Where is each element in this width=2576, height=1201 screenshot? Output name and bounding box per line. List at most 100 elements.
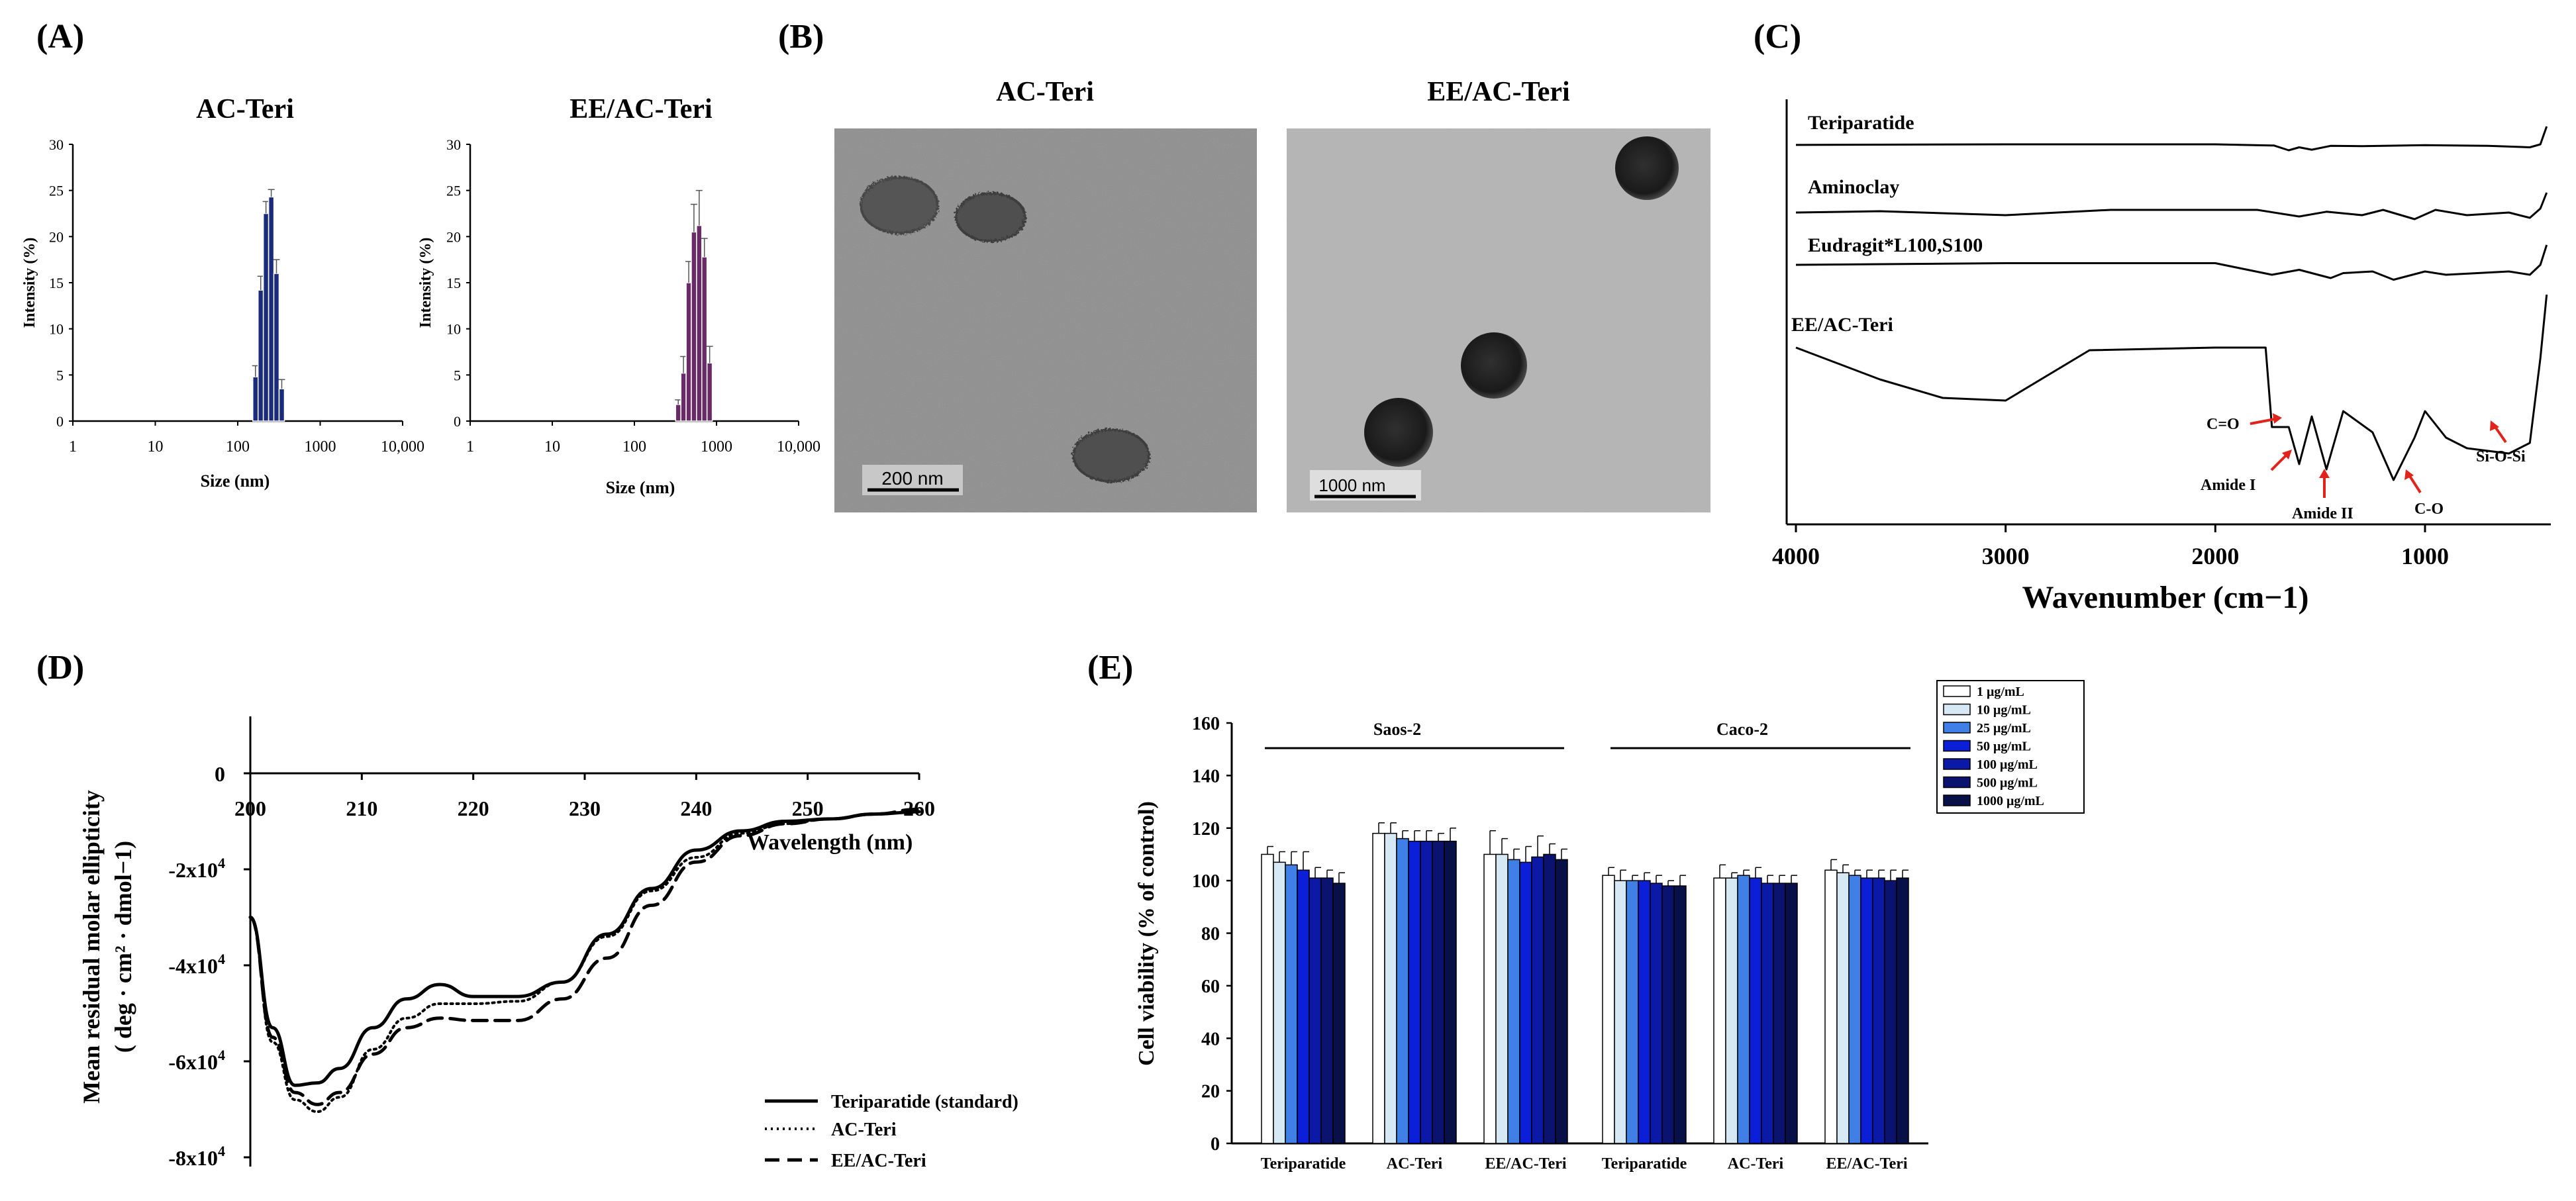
dls-ee-ac-teri-bars: [466, 144, 799, 426]
legend-label: 50 μg/mL: [1977, 740, 2031, 754]
legend-swatch: [1943, 685, 1971, 697]
legend-label: 500 μg/mL: [1977, 776, 2038, 791]
viability-legend: 1 μg/mL 10 μg/mL 25 μg/mL 50 μg/mL 100 μ…: [1936, 680, 2085, 814]
y-tick-label: 120: [1192, 819, 1220, 840]
x-tick-label: 1000: [305, 438, 336, 456]
y-tick-label: 20: [49, 228, 64, 245]
viability-bar: [1896, 877, 1909, 1144]
tem-ac-teri-image: 200 nm: [834, 128, 1257, 512]
x-tick-label: 100: [226, 438, 250, 456]
panel-e-label: (E): [1087, 649, 1133, 687]
dls-ac-teri-x-label: Size (nm): [201, 471, 270, 491]
viability-bar: [1495, 853, 1509, 1144]
viability-bar: [1614, 880, 1627, 1144]
ftir-trace-line: [1795, 244, 2548, 281]
dls-ee-ac-teri-y-ticks: 0 5 10 15 20 25 30: [446, 136, 461, 430]
category-label: AC-Teri: [1728, 1155, 1784, 1173]
viability-bar: [1285, 864, 1298, 1144]
dls-ee-ac-teri-y-label: Intensity (%): [417, 238, 434, 328]
arrow-icon: [2407, 473, 2422, 494]
viability-bar: [1555, 859, 1568, 1144]
dls-ac-teri-title: AC-Teri: [196, 94, 294, 124]
ftir-annotation: Amide II: [2292, 505, 2353, 522]
panel-b: (B) AC-Teri EE/AC-Teri: [778, 18, 1710, 512]
y-tick-label: 10: [49, 321, 64, 338]
arrow-icon: [2282, 450, 2292, 459]
histogram-bar: [706, 362, 713, 422]
x-tick-label: 100: [622, 438, 646, 456]
y-tick-label: 15: [446, 275, 461, 291]
viability-bar: [1824, 869, 1838, 1144]
cd-y-label-line2: ( deg · cm² · dmol−1): [110, 841, 136, 1053]
x-tick-label: 240: [680, 796, 712, 820]
viability-bar: [1749, 877, 1762, 1144]
legend-label: EE/AC-Teri: [831, 1151, 926, 1171]
ftir-trace-label: Teriparatide: [1808, 112, 1914, 134]
cd-y-label-line1: Mean residual molar ellipticity: [78, 790, 105, 1104]
y-tick-label: 0: [56, 413, 64, 430]
viability-bar: [1785, 883, 1798, 1144]
viability-bar: [1661, 885, 1675, 1144]
x-tick-label: 10: [544, 438, 560, 456]
viability-bar: [1320, 877, 1334, 1144]
x-tick-label: 1000: [2401, 543, 2449, 569]
x-tick-label: 1: [69, 438, 77, 456]
viability-bar: [1332, 883, 1346, 1144]
viability-bar: [1602, 875, 1615, 1144]
tem-particle: [1364, 398, 1433, 467]
viability-bar: [1761, 883, 1774, 1144]
viability-bar: [1396, 838, 1409, 1144]
y-tick-label: 30: [446, 136, 461, 153]
x-tick-label: 10,000: [381, 438, 424, 456]
ftir-x-ticks: 4000 3000 2000 1000: [1772, 543, 2449, 569]
viability-bar: [1638, 880, 1651, 1144]
panel-a-label: (A): [36, 18, 84, 56]
viability-bar: [1543, 853, 1556, 1144]
y-tick-label: 25: [49, 183, 64, 199]
arrow-icon: [2250, 417, 2279, 425]
y-tick-label: 140: [1192, 766, 1220, 787]
legend-label: 10 μg/mL: [1977, 703, 2031, 718]
legend-swatch: [1943, 703, 1971, 716]
viability-bar: [1261, 853, 1274, 1144]
dls-ee-ac-teri-title: EE/AC-Teri: [570, 94, 713, 124]
viability-bar: [1773, 883, 1786, 1144]
dls-ee-ac-teri-chart: EE/AC-Teri 0 5 10 15 20 25 30 1 10 100 1…: [417, 94, 820, 497]
viability-bar: [1848, 875, 1861, 1144]
category-label: Teriparatide: [1261, 1155, 1346, 1173]
x-tick-label: 1000: [701, 438, 732, 456]
legend-swatch: [1943, 758, 1971, 770]
y-tick-label: 25: [446, 183, 461, 199]
y-tick-label: 5: [454, 367, 461, 383]
tem-ee-ac-teri-title: EE/AC-Teri: [1427, 77, 1570, 107]
histogram-bar: [268, 196, 275, 422]
viability-bar: [1384, 832, 1397, 1144]
legend-label: 1000 μg/mL: [1977, 794, 2044, 808]
viability-bar: [1860, 877, 1873, 1144]
histogram-bar: [680, 372, 687, 422]
category-label: EE/AC-Teri: [1826, 1155, 1907, 1173]
dls-ac-teri-chart: AC-Teri 0 5 10 15 20 25 30 1 10 100 1000…: [21, 94, 424, 491]
y-tick-label: 15: [49, 275, 64, 291]
category-label: AC-Teri: [1387, 1155, 1443, 1173]
legend-swatch: [1943, 794, 1971, 806]
viability-bar: [1626, 880, 1639, 1144]
viability-bar: [1273, 861, 1286, 1144]
panel-c-label: (C): [1754, 18, 1801, 56]
viability-group-brackets: Saos-2 Caco-2: [1265, 720, 1910, 749]
arrow-icon: [2404, 469, 2414, 480]
y-tick-label: 0: [454, 413, 461, 430]
histogram-bar: [691, 231, 697, 422]
viability-bar: [1673, 885, 1687, 1144]
tem-particle: [955, 192, 1026, 242]
tem-particle: [1461, 332, 1527, 399]
viability-bar: [1483, 853, 1497, 1144]
y-tick-label: -6x104: [168, 1047, 225, 1074]
viability-y-label: Cell viability (% of control): [1134, 801, 1159, 1066]
viability-bar: [1519, 861, 1532, 1144]
viability-bar: [1872, 877, 1885, 1144]
cd-series-line: [248, 810, 921, 1087]
ftir-trace-label: EE/AC-Teri: [1791, 314, 1893, 336]
panel-e: (E) 0 20 40 60 80 100 120 140 160 Teripa…: [1087, 649, 2085, 1173]
legend-swatch: [1943, 740, 1971, 752]
